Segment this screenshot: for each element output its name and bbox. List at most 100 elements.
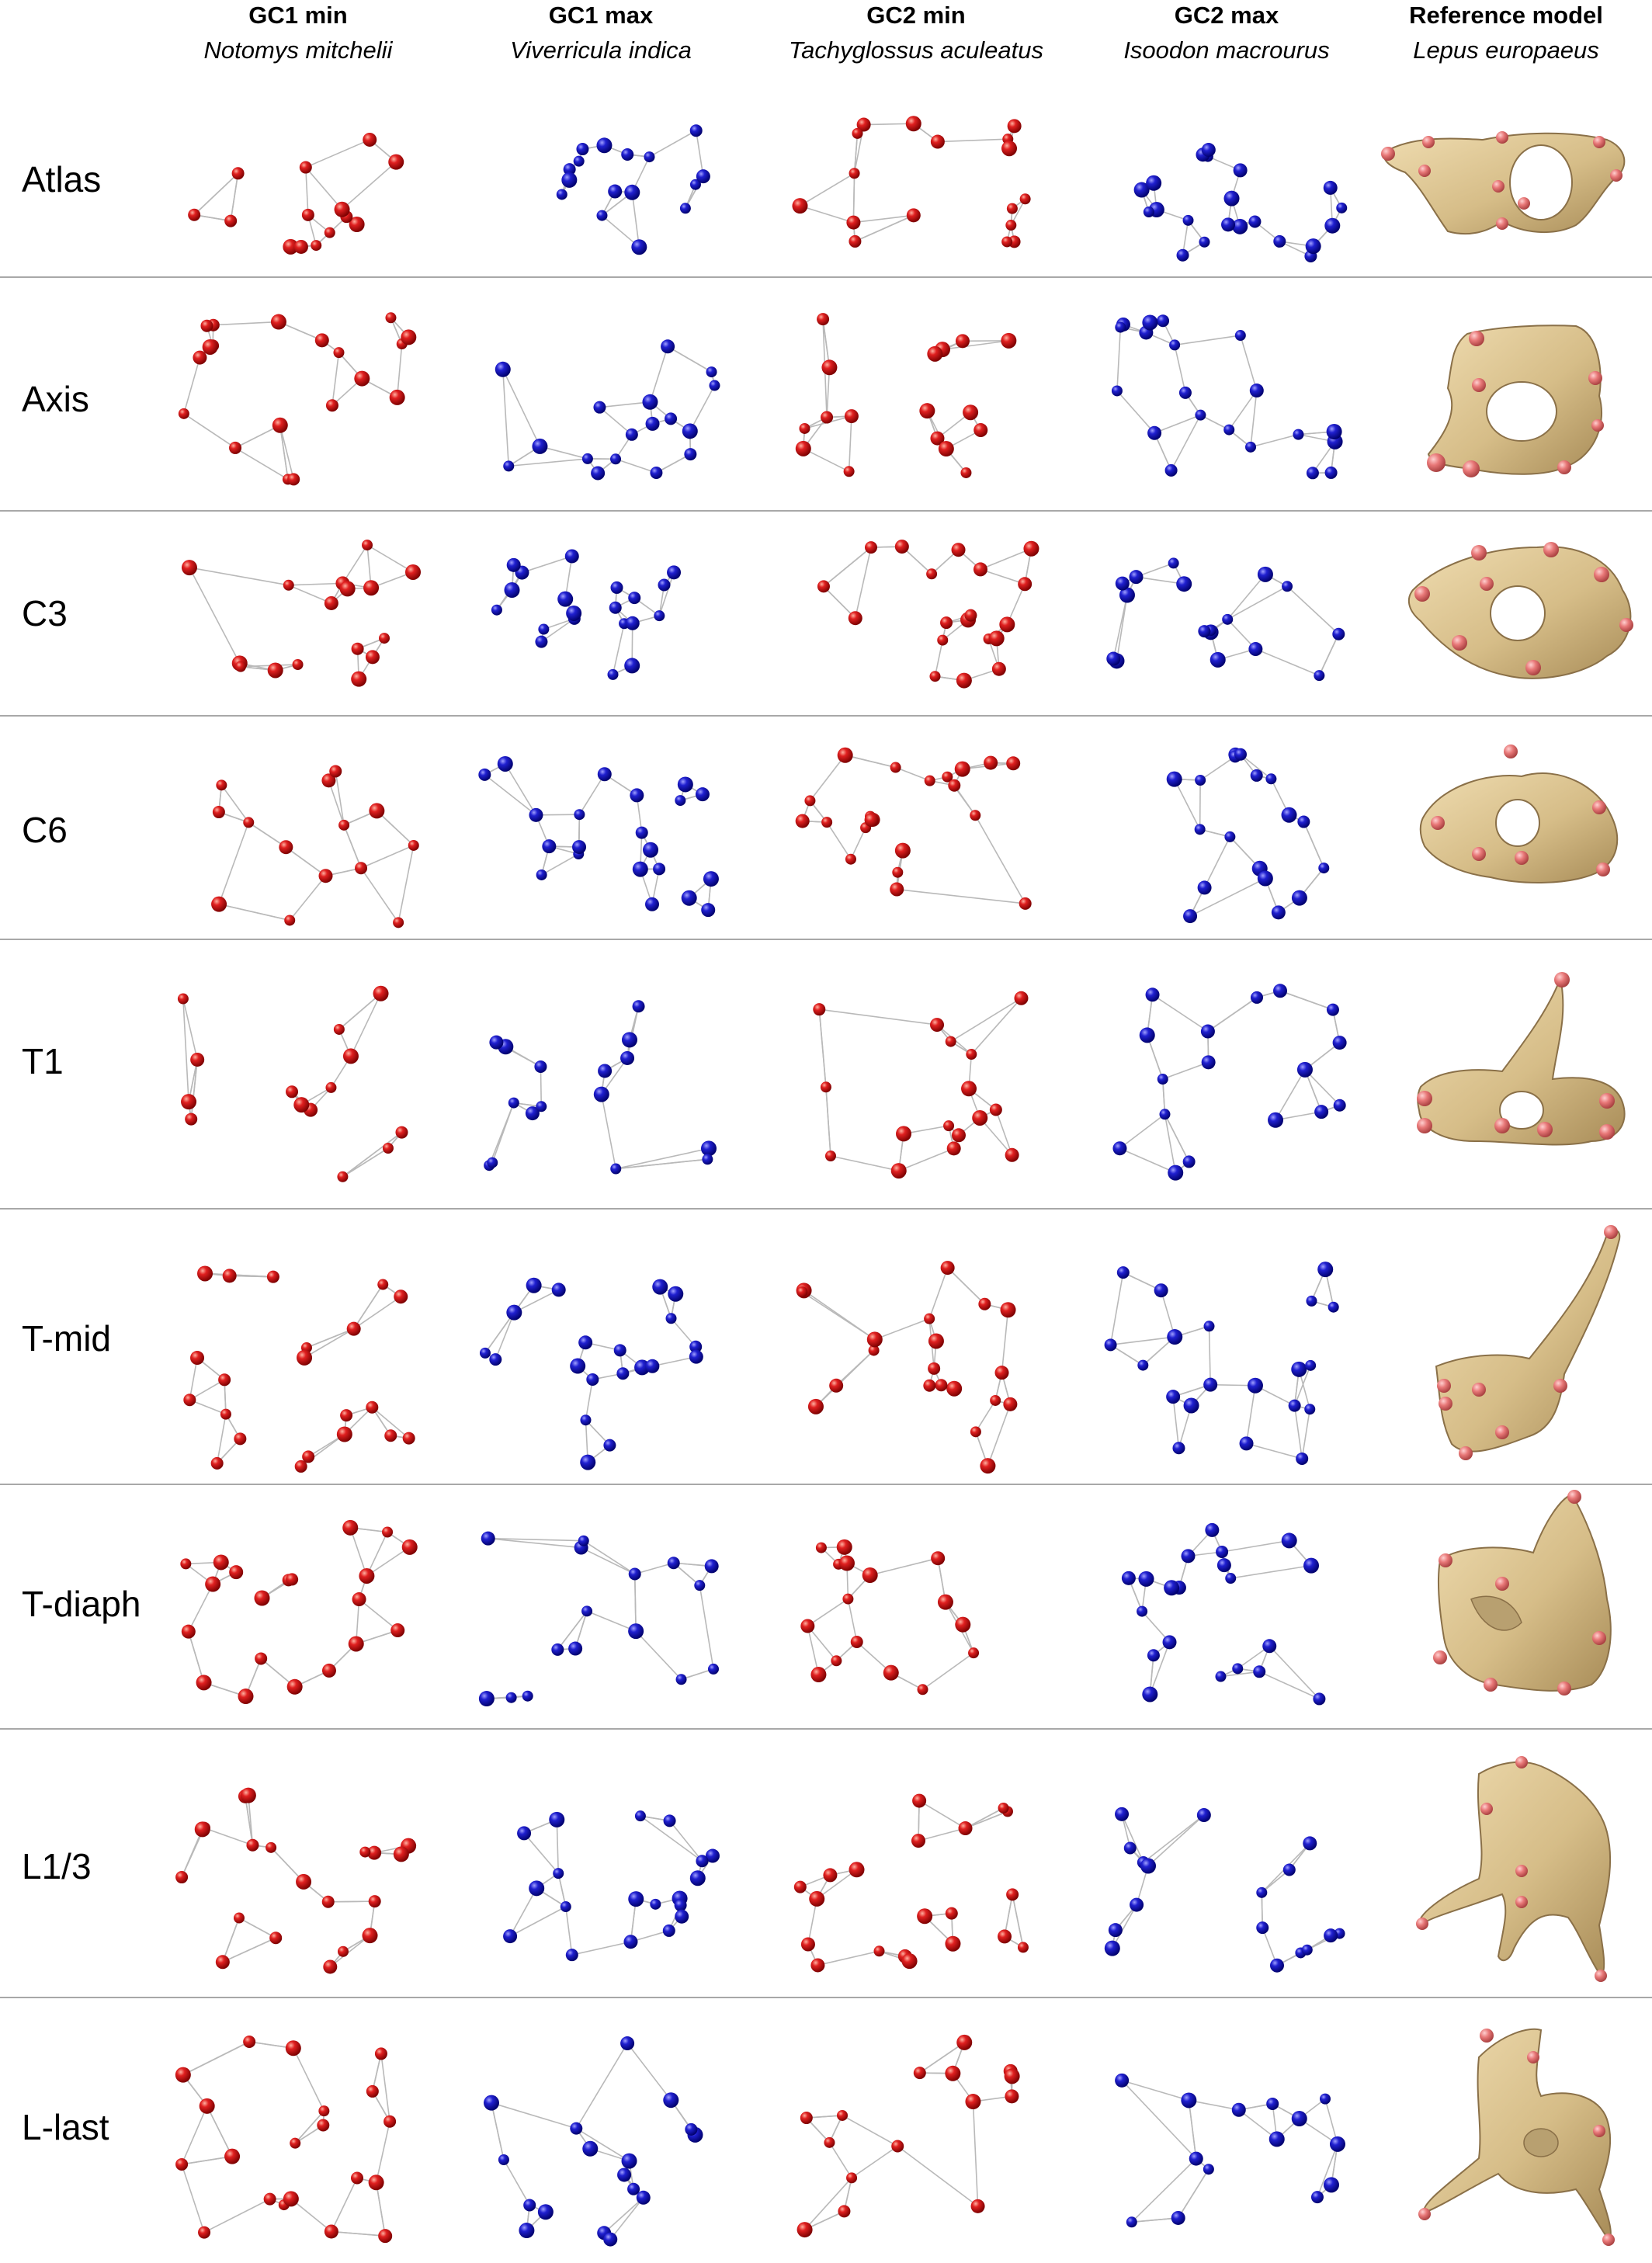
bone-landmark: [1543, 542, 1559, 557]
landmark-point: [1273, 234, 1286, 248]
wireframe-edge: [980, 547, 1032, 571]
wireframe-edge: [350, 993, 382, 1057]
landmark-point: [283, 2191, 299, 2207]
landmark-point: [324, 2224, 338, 2239]
landmark-wireframe: [800, 1539, 980, 1696]
landmark-point: [222, 1269, 237, 1283]
wireframe-edge: [491, 2102, 505, 2161]
wireframe-edge: [509, 1887, 537, 1937]
landmark-point: [1111, 385, 1123, 397]
landmark-point: [964, 609, 977, 622]
wireframe-edge: [1164, 1114, 1177, 1173]
landmark-point: [795, 440, 811, 456]
landmark-point: [190, 1351, 205, 1366]
bone-foramen: [1509, 144, 1573, 220]
wireframe-edge: [522, 555, 573, 574]
landmark-point: [1271, 905, 1286, 920]
landmark-point: [1281, 807, 1297, 823]
landmark-wireframe: [796, 1261, 1018, 1474]
landmark-point: [1168, 1164, 1184, 1181]
wireframe-edge: [359, 1598, 398, 1631]
bone-landmark: [1592, 800, 1606, 814]
wireframe-edge: [1258, 1671, 1320, 1700]
landmark-point: [578, 1535, 589, 1546]
landmark-wireframe: [183, 1265, 415, 1473]
landmark-point: [610, 581, 623, 594]
landmark-point: [864, 813, 879, 828]
wireframe-edge: [1203, 836, 1231, 888]
landmark-point: [534, 1060, 547, 1073]
landmark-point: [856, 117, 871, 132]
column-header-reference: Reference model Lepus europaeus: [1409, 2, 1603, 64]
landmark-point: [628, 1623, 644, 1640]
landmark-point: [809, 1890, 825, 1907]
landmark-point: [1003, 1397, 1018, 1411]
landmark-point: [286, 1573, 299, 1586]
landmark-point: [705, 1848, 720, 1863]
landmark-point: [1195, 409, 1206, 421]
landmark-point: [1248, 642, 1263, 657]
landmark-point: [1115, 576, 1130, 591]
bone-landmark: [1422, 136, 1435, 148]
bone-model-t-diaph: [1433, 1490, 1612, 1696]
wireframe-edge: [204, 1272, 273, 1278]
bone-landmark: [1504, 744, 1518, 758]
bone-model-axis: [1427, 325, 1604, 477]
wireframe-edge: [1173, 779, 1201, 830]
landmark-point: [194, 1821, 210, 1838]
landmark-point: [495, 361, 511, 377]
landmark-wireframe: [181, 540, 422, 687]
wireframe-edge: [801, 1291, 876, 1341]
landmark-point: [229, 441, 242, 454]
landmark-point: [917, 1684, 928, 1696]
wireframe-edge: [342, 1147, 389, 1178]
landmark-point: [269, 1932, 283, 1945]
landmark-point: [852, 127, 863, 139]
landmark-point: [1145, 987, 1160, 1002]
landmark-point: [943, 1120, 955, 1132]
landmark-point: [283, 238, 299, 255]
landmark-point: [1147, 425, 1162, 440]
landmark-point: [821, 817, 833, 828]
bone-landmark: [1417, 1091, 1432, 1106]
wireframe-edge: [942, 340, 1009, 350]
wireframe-edge: [375, 2182, 386, 2237]
landmark-point: [989, 1103, 1002, 1116]
wireframe-edge: [633, 1574, 637, 1632]
landmark-point: [1329, 2136, 1345, 2152]
landmark-point: [1203, 1377, 1218, 1392]
landmark-point: [1007, 119, 1022, 134]
column-header-gc1-max: GC1 max Viverricula indica: [510, 2, 692, 64]
landmark-point: [1203, 2164, 1214, 2175]
landmark-point: [598, 1064, 613, 1078]
landmark-point: [1189, 2151, 1203, 2166]
landmark-point: [1167, 1329, 1183, 1345]
wireframe-edge: [965, 1810, 1008, 1829]
bone-model-c6: [1419, 744, 1619, 883]
landmark-point: [197, 1265, 213, 1282]
landmark-point: [862, 1567, 878, 1584]
wireframe-edge: [1286, 585, 1339, 635]
landmark-point: [1112, 1141, 1127, 1156]
wireframe-edge: [203, 1827, 253, 1846]
wireframe-edge: [822, 319, 831, 368]
landmark-point: [1318, 863, 1330, 874]
landmark-point: [532, 438, 548, 454]
landmark-point: [566, 605, 582, 621]
landmark-point: [892, 866, 904, 878]
bone-landmark: [1459, 1446, 1473, 1460]
landmark-point: [348, 1636, 364, 1652]
landmark-wireframe: [795, 313, 1017, 478]
bone-landmark: [1527, 2051, 1539, 2063]
landmark-point: [704, 1559, 719, 1574]
landmark-point: [1268, 1112, 1284, 1128]
landmark-point: [696, 169, 710, 184]
landmark-point: [1133, 182, 1150, 198]
landmark-point: [663, 1814, 676, 1827]
landmark-point: [1005, 1147, 1019, 1162]
bone-landmark: [1495, 1577, 1509, 1591]
landmark-point: [233, 1912, 245, 1924]
landmark-point: [623, 1935, 638, 1949]
wireframe-edge: [1189, 877, 1266, 917]
wireframe-edge: [1119, 1113, 1165, 1149]
